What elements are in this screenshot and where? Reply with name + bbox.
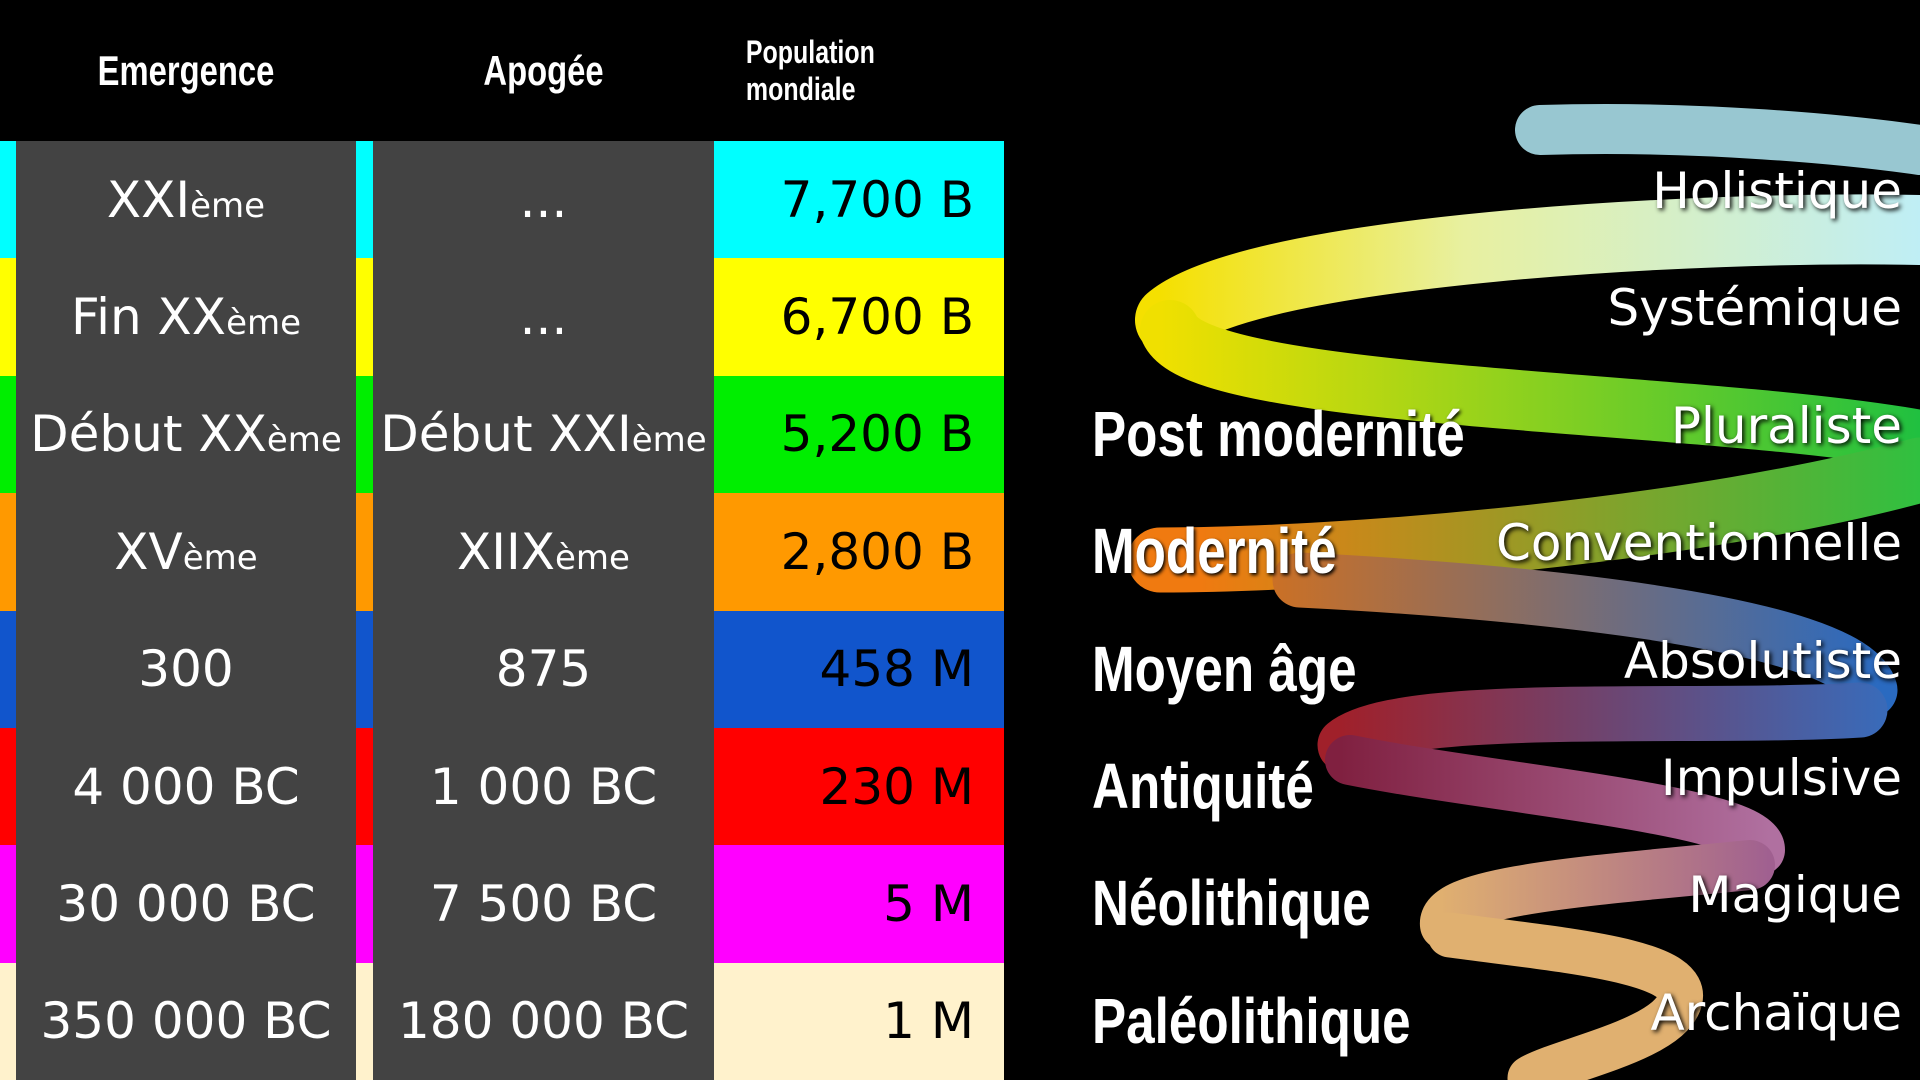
color-strip (0, 845, 16, 962)
population-cell: 5,200 B (714, 376, 1004, 493)
era-label: Paléolithique (1092, 963, 1411, 1080)
cell-text: 30 000 BC (56, 875, 315, 933)
column-header: Emergence (53, 0, 318, 141)
apogee-cell: 7 500 BC (373, 845, 714, 962)
stage-label: Systémique (1607, 250, 1902, 367)
apogee-cell: ... (373, 141, 714, 258)
color-strip (356, 376, 373, 493)
emergence-cell: 30 000 BC (16, 845, 356, 962)
cell-text: XXI (107, 171, 190, 229)
era-label: Néolithique (1092, 845, 1371, 962)
population-cell: 458 M (714, 611, 1004, 728)
superscript: ème (632, 420, 707, 460)
cell-text: XV (114, 523, 182, 581)
era-label: Modernité (1092, 493, 1337, 610)
cell-text: Début XXI (380, 405, 631, 463)
era-label: Post modernité (1092, 376, 1465, 493)
cell-text: 1 000 BC (430, 758, 657, 816)
population-cell: 230 M (714, 728, 1004, 845)
stage-label: Magique (1688, 837, 1902, 954)
cell-text: Fin XX (71, 288, 226, 346)
color-strip (356, 845, 373, 962)
cell-text: ... (520, 288, 568, 346)
emergence-cell: 4 000 BC (16, 728, 356, 845)
cell-text: Début XX (30, 405, 267, 463)
cell-text: 4 000 BC (72, 758, 299, 816)
era-label: Antiquité (1092, 728, 1314, 845)
stage-label: Pluraliste (1671, 368, 1902, 485)
color-strip (356, 141, 373, 258)
population-cell: 7,700 B (714, 141, 1004, 258)
color-strip (0, 611, 16, 728)
apogee-cell: ... (373, 258, 714, 375)
apogee-cell: 1 000 BC (373, 728, 714, 845)
color-strip (0, 376, 16, 493)
emergence-cell: 350 000 BC (16, 963, 356, 1080)
column-header: Apogée (411, 0, 677, 141)
superscript: ème (190, 186, 265, 226)
stage-label: Impulsive (1661, 720, 1902, 837)
population-cell: 6,700 B (714, 258, 1004, 375)
cell-text: 350 000 BC (41, 992, 332, 1050)
cell-text: ... (520, 171, 568, 229)
color-strip (0, 258, 16, 375)
stage-label: Conventionnelle (1496, 485, 1902, 602)
apogee-cell: 180 000 BC (373, 963, 714, 1080)
stage-label: Archaïque (1650, 955, 1902, 1072)
cell-text: 180 000 BC (398, 992, 689, 1050)
era-label: Moyen âge (1092, 611, 1357, 728)
superscript: ème (226, 303, 301, 343)
slide: EmergenceApogéePopulation mondialeXXIème… (0, 0, 1920, 1080)
cell-text: 875 (496, 640, 591, 698)
emergence-cell: 300 (16, 611, 356, 728)
color-strip (356, 611, 373, 728)
color-strip (0, 493, 16, 610)
superscript: ème (267, 420, 342, 460)
population-cell: 2,800 B (714, 493, 1004, 610)
column-header: Population mondiale (746, 0, 972, 141)
stage-label: Holistique (1652, 133, 1902, 250)
color-strip (356, 728, 373, 845)
superscript: ème (555, 538, 630, 578)
cell-text: 300 (138, 640, 233, 698)
apogee-cell: 875 (373, 611, 714, 728)
population-cell: 5 M (714, 845, 1004, 962)
color-strip (356, 493, 373, 610)
cell-text: XIIX (457, 523, 555, 581)
color-strip (0, 141, 16, 258)
population-cell: 1 M (714, 963, 1004, 1080)
stage-label: Absolutiste (1624, 603, 1902, 720)
color-strip (0, 728, 16, 845)
color-strip (356, 258, 373, 375)
color-strip (356, 963, 373, 1080)
superscript: ème (183, 538, 258, 578)
color-strip (0, 963, 16, 1080)
cell-text: 7 500 BC (430, 875, 657, 933)
